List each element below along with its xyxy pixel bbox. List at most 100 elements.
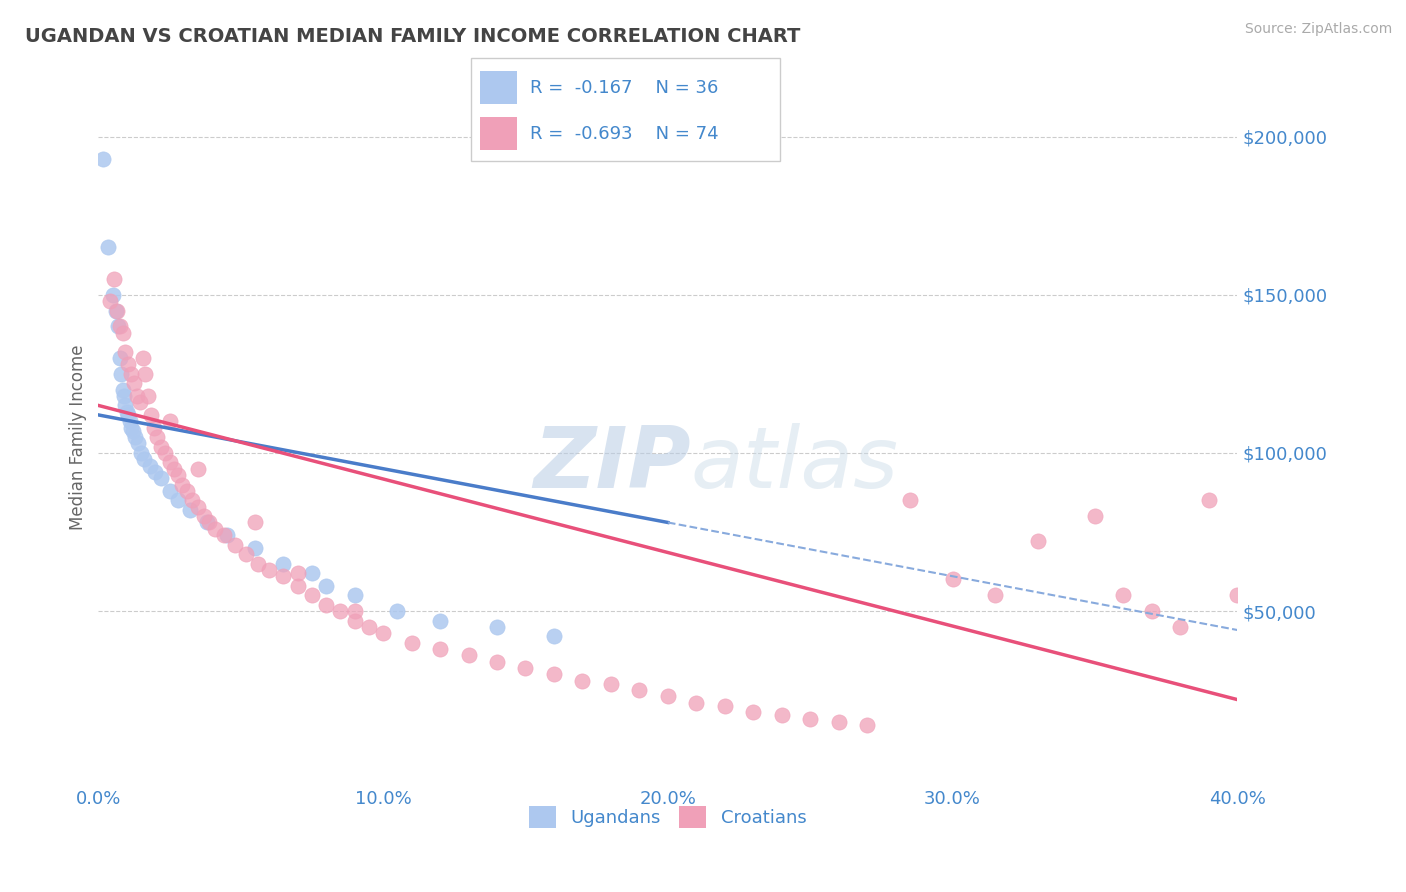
Text: UGANDAN VS CROATIAN MEDIAN FAMILY INCOME CORRELATION CHART: UGANDAN VS CROATIAN MEDIAN FAMILY INCOME… bbox=[25, 27, 800, 45]
FancyBboxPatch shape bbox=[471, 58, 780, 161]
Point bbox=[172, 477, 194, 491]
Point bbox=[124, 430, 146, 444]
Point bbox=[387, 604, 409, 618]
Point bbox=[150, 471, 173, 485]
Point bbox=[176, 483, 198, 498]
Point bbox=[1198, 493, 1220, 508]
Text: R =  -0.693    N = 74: R = -0.693 N = 74 bbox=[530, 125, 718, 143]
Point bbox=[167, 493, 190, 508]
Point bbox=[117, 408, 139, 422]
Point bbox=[224, 538, 246, 552]
Point bbox=[1026, 534, 1049, 549]
Point bbox=[215, 528, 238, 542]
Text: Source: ZipAtlas.com: Source: ZipAtlas.com bbox=[1244, 22, 1392, 37]
Point bbox=[139, 408, 162, 422]
Point bbox=[120, 420, 142, 434]
Point bbox=[142, 420, 165, 434]
Point bbox=[163, 461, 186, 475]
Point bbox=[799, 712, 821, 726]
Point bbox=[111, 383, 134, 397]
Point bbox=[657, 690, 679, 704]
Point bbox=[155, 446, 177, 460]
Point bbox=[134, 367, 156, 381]
Point bbox=[984, 588, 1007, 602]
Point bbox=[457, 648, 479, 663]
Point bbox=[181, 493, 204, 508]
Text: atlas: atlas bbox=[690, 424, 898, 507]
Text: R =  -0.167    N = 36: R = -0.167 N = 36 bbox=[530, 78, 718, 96]
Point bbox=[120, 367, 142, 381]
Point bbox=[1170, 620, 1192, 634]
Point bbox=[343, 614, 366, 628]
Point bbox=[167, 468, 190, 483]
Point bbox=[828, 714, 851, 729]
Y-axis label: Median Family Income: Median Family Income bbox=[69, 344, 87, 530]
Point bbox=[714, 698, 737, 713]
Text: ZIP: ZIP bbox=[533, 424, 690, 507]
Point bbox=[138, 458, 160, 473]
Point bbox=[193, 509, 215, 524]
Point bbox=[243, 541, 266, 555]
Point bbox=[628, 683, 651, 698]
Point bbox=[357, 620, 380, 634]
Point bbox=[127, 436, 149, 450]
Point bbox=[301, 566, 323, 580]
FancyBboxPatch shape bbox=[481, 71, 517, 104]
Point bbox=[273, 557, 295, 571]
Point bbox=[543, 667, 565, 681]
Point bbox=[198, 516, 221, 530]
Point bbox=[1226, 588, 1249, 602]
Point bbox=[114, 344, 136, 359]
Point bbox=[101, 287, 124, 301]
Point bbox=[401, 635, 423, 649]
Point bbox=[343, 588, 366, 602]
Point bbox=[571, 673, 593, 688]
Point bbox=[301, 588, 323, 602]
Point bbox=[159, 455, 181, 469]
Point bbox=[187, 500, 209, 514]
Point bbox=[856, 718, 879, 732]
Legend: Ugandans, Croatians: Ugandans, Croatians bbox=[522, 798, 814, 835]
Point bbox=[114, 399, 136, 413]
Point bbox=[159, 414, 181, 428]
Point bbox=[287, 579, 309, 593]
Point bbox=[429, 642, 451, 657]
Point bbox=[110, 367, 132, 381]
Point bbox=[145, 465, 167, 479]
Point bbox=[942, 573, 965, 587]
Point bbox=[125, 389, 148, 403]
Point bbox=[115, 405, 138, 419]
Point bbox=[103, 272, 125, 286]
Point bbox=[515, 661, 537, 675]
Point bbox=[315, 579, 337, 593]
Point bbox=[112, 389, 135, 403]
Point bbox=[122, 376, 145, 391]
Point bbox=[117, 357, 139, 371]
Point bbox=[179, 503, 201, 517]
Point bbox=[315, 598, 337, 612]
Point bbox=[132, 452, 155, 467]
Point bbox=[91, 152, 114, 166]
Point bbox=[111, 326, 134, 340]
Point bbox=[243, 516, 266, 530]
Point bbox=[107, 319, 129, 334]
Point bbox=[97, 240, 120, 254]
Point bbox=[486, 655, 509, 669]
Point bbox=[898, 493, 921, 508]
Point bbox=[259, 563, 281, 577]
Point bbox=[108, 319, 131, 334]
Point bbox=[1084, 509, 1107, 524]
Point bbox=[136, 389, 159, 403]
Point bbox=[742, 705, 765, 719]
Point bbox=[212, 528, 235, 542]
Point bbox=[1140, 604, 1163, 618]
Point bbox=[329, 604, 352, 618]
Point bbox=[287, 566, 309, 580]
Point bbox=[685, 696, 707, 710]
Point bbox=[128, 395, 150, 409]
Point bbox=[146, 430, 169, 444]
Point bbox=[770, 708, 793, 723]
Point bbox=[486, 620, 509, 634]
Point bbox=[429, 614, 451, 628]
Point bbox=[98, 294, 121, 309]
